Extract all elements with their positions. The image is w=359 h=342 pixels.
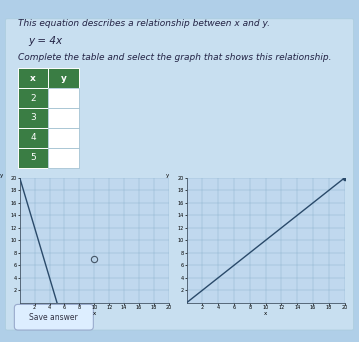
X-axis label: x: x (93, 311, 96, 316)
Text: 3: 3 (30, 114, 36, 122)
Bar (48, 88, 79, 108)
Text: 5: 5 (30, 153, 36, 162)
Bar (48, 68, 79, 88)
FancyBboxPatch shape (14, 304, 93, 330)
Text: 2: 2 (31, 94, 36, 103)
Text: Save answer: Save answer (29, 313, 78, 322)
Text: y: y (166, 173, 169, 178)
Text: 4: 4 (31, 133, 36, 142)
Text: This equation describes a relationship between x and y.: This equation describes a relationship b… (18, 19, 270, 28)
Bar (48, 148, 79, 168)
Bar (18, 128, 48, 148)
Bar (48, 128, 79, 148)
Text: y: y (0, 173, 4, 178)
Text: x: x (30, 74, 36, 83)
Bar (48, 108, 79, 128)
Bar (18, 68, 48, 88)
Text: y = 4x: y = 4x (29, 36, 63, 46)
Text: y: y (61, 74, 67, 83)
X-axis label: x: x (264, 311, 267, 316)
FancyBboxPatch shape (5, 19, 354, 330)
Bar (18, 108, 48, 128)
Text: Complete the table and select the graph that shows this relationship.: Complete the table and select the graph … (18, 53, 331, 62)
Bar (18, 88, 48, 108)
Bar (18, 148, 48, 168)
